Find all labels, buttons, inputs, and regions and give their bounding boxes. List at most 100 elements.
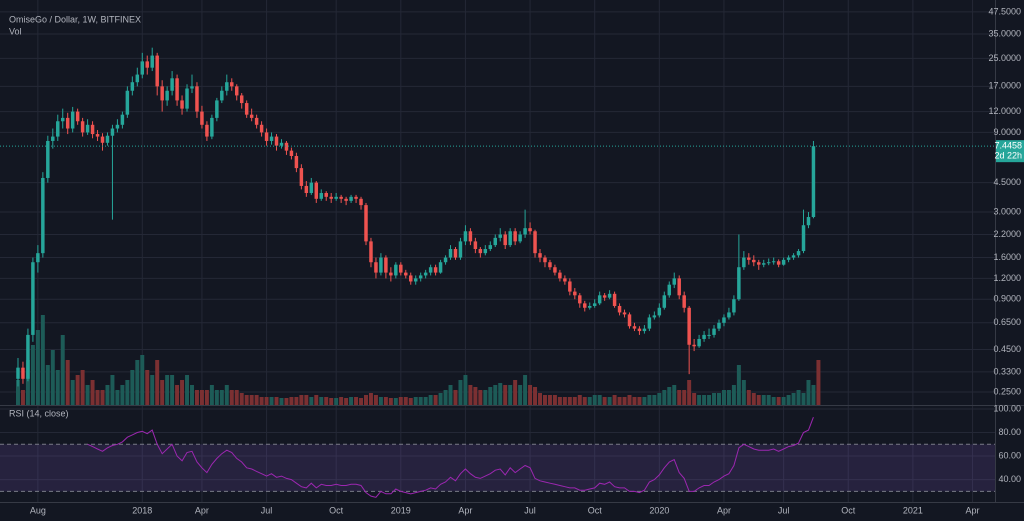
volume-bar (204, 390, 209, 405)
last-price-box (996, 140, 1024, 163)
volume-bar (433, 395, 438, 405)
volume-bar (786, 395, 791, 405)
volume-bar (269, 397, 274, 405)
candle-body (433, 267, 438, 273)
candle-body (135, 74, 140, 83)
volume-bar (165, 375, 170, 405)
volume-bar (120, 385, 125, 405)
volume-bar (741, 380, 746, 405)
volume-bar (791, 393, 796, 405)
candle-body (130, 82, 135, 91)
volume-bar (716, 393, 721, 405)
volume-bar (577, 395, 582, 405)
rsi-label: RSI (14, close) (9, 408, 69, 418)
volume-bar (557, 397, 562, 405)
candle-body (56, 121, 60, 137)
x-tick-label: Jul (524, 505, 536, 515)
candle-body (463, 231, 468, 242)
candle-body (324, 193, 328, 197)
candle-body (394, 264, 398, 276)
candle-body (274, 136, 279, 146)
volume-bar (175, 385, 180, 405)
candle-body (523, 228, 527, 235)
candle-body (180, 100, 184, 109)
y-tick-label: 1.2000 (993, 273, 1021, 283)
candle-body (284, 142, 289, 151)
volume-bar (528, 385, 533, 405)
candle-body (220, 90, 224, 101)
candle-body (85, 124, 90, 133)
candle-body (801, 225, 806, 252)
volume-bar (746, 390, 751, 405)
candle-body (279, 142, 284, 146)
candle-body (150, 55, 154, 68)
volume-bar (284, 398, 289, 405)
candle-body (334, 196, 338, 199)
candle-body (508, 231, 512, 246)
volume-bar (334, 398, 339, 405)
candle-body (374, 262, 378, 273)
volume-bar (493, 385, 498, 405)
candle-body (558, 272, 562, 279)
volume-bar (115, 390, 120, 405)
y-tick-label: 12.0000 (988, 106, 1021, 116)
volume-bar (15, 380, 20, 405)
y-tick-label: 35.0000 (988, 28, 1021, 38)
candle-body (443, 257, 448, 263)
volume-bar (354, 397, 359, 405)
candle-body (722, 317, 726, 323)
volume-bar (70, 380, 75, 405)
candle-body (677, 278, 681, 296)
volume-bar (364, 395, 368, 405)
volume-bar (498, 383, 503, 405)
candle-body (438, 262, 443, 273)
volume-bar (736, 365, 741, 405)
candle-body (786, 257, 791, 260)
candle-body (568, 281, 572, 292)
volume-bar (35, 330, 40, 405)
candle-body (349, 196, 353, 201)
candle-body (31, 262, 35, 335)
volume-bar (234, 390, 239, 405)
volume-bar (135, 360, 140, 405)
candle-body (234, 86, 239, 96)
candle-body (458, 241, 463, 258)
volume-bar (766, 395, 771, 405)
volume-bar (697, 395, 702, 405)
candle-body (413, 278, 418, 282)
candle-body (752, 259, 756, 263)
volume-bar (438, 393, 443, 405)
y-tick-label: 9.0000 (993, 127, 1021, 137)
candle-body (662, 295, 667, 308)
volume-bar (632, 397, 637, 405)
candle-body (364, 205, 368, 242)
candle-body (145, 61, 149, 68)
volume-bar (657, 393, 662, 405)
volume-bar (229, 390, 234, 405)
volume-bar (811, 385, 816, 405)
volume-bar (796, 390, 801, 405)
volume-bar (194, 390, 199, 405)
rsi-tick-label: 100.00 (993, 403, 1021, 413)
volume-bar (687, 380, 692, 405)
volume-bar (702, 395, 707, 405)
y-tick-label: 0.3300 (993, 366, 1021, 376)
volume-bar (478, 390, 483, 405)
candle-body (160, 86, 164, 101)
volume-bar (513, 380, 518, 405)
volume-bar (239, 393, 244, 405)
volume-bar (219, 390, 224, 405)
volume-bar (806, 380, 811, 405)
volume-bar (40, 315, 45, 405)
candle-body (100, 136, 105, 143)
candle-body (791, 255, 796, 258)
candle-body (617, 305, 622, 313)
volume-bar (677, 390, 682, 405)
volume-bar (145, 370, 150, 405)
candle-body (697, 338, 701, 347)
volume-bar (349, 397, 354, 405)
volume-bar (294, 397, 299, 405)
volume-bar (289, 397, 294, 405)
candle-body (249, 114, 254, 118)
